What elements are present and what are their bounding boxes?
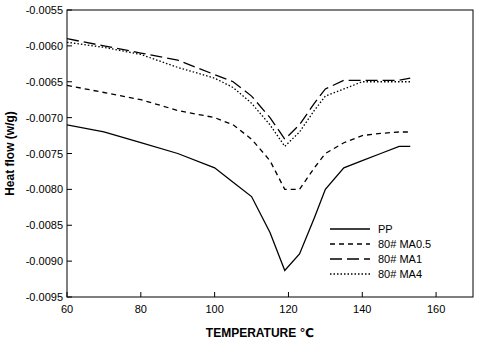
legend-label: 80# MA0.5 <box>378 238 431 250</box>
legend-label: PP <box>378 223 393 235</box>
y-tick <box>67 153 72 154</box>
y-tick-label: -0.0095 <box>26 291 63 303</box>
y-tick-label: -0.0070 <box>26 112 63 124</box>
y-tick-label: -0.0055 <box>26 4 63 16</box>
y-tick <box>67 117 72 118</box>
y-tick <box>67 81 72 82</box>
y-tick-label: -0.0085 <box>26 219 63 231</box>
legend-swatch <box>330 228 370 229</box>
x-tick <box>140 292 141 297</box>
x-tick <box>362 292 363 297</box>
x-tick-label: 160 <box>427 303 445 315</box>
x-tick-label: 140 <box>353 303 371 315</box>
x-tick <box>288 292 289 297</box>
y-tick <box>67 261 72 262</box>
series-group <box>67 39 410 271</box>
x-tick <box>436 292 437 297</box>
x-tick <box>67 292 68 297</box>
y-tick-label: -0.0080 <box>26 183 63 195</box>
series-line <box>67 85 410 189</box>
x-tick-label: 100 <box>205 303 223 315</box>
y-tick-label: -0.0090 <box>26 255 63 267</box>
x-axis-label: TEMPERATURE ℃ <box>206 326 314 340</box>
legend-swatch <box>330 243 370 244</box>
y-tick-label: -0.0065 <box>26 76 63 88</box>
x-tick <box>214 292 215 297</box>
legend-swatch <box>330 258 370 259</box>
series-line <box>67 125 410 271</box>
x-tick-label: 120 <box>279 303 297 315</box>
y-axis-label: Heat flow (w/g) <box>3 111 17 196</box>
series-line <box>67 39 410 139</box>
x-tick-label: 60 <box>61 303 73 315</box>
series-line <box>67 42 410 146</box>
y-tick-label: -0.0075 <box>26 148 63 160</box>
y-tick <box>67 10 72 11</box>
y-tick <box>67 225 72 226</box>
legend-label: 80# MA1 <box>378 253 422 265</box>
y-tick <box>67 189 72 190</box>
y-tick-label: -0.0060 <box>26 40 63 52</box>
x-tick-label: 80 <box>135 303 147 315</box>
legend-swatch <box>330 273 370 274</box>
plot-frame <box>67 10 473 297</box>
legend-label: 80# MA4 <box>378 268 422 280</box>
y-tick <box>67 45 72 46</box>
y-tick <box>67 297 72 298</box>
chart: -0.0095 -0.0090 -0.0085 -0.0080 -0.0075 -0.00… <box>0 0 481 347</box>
legend: PP 80# MA0.5 80# MA1 80# MA4 <box>330 223 431 280</box>
